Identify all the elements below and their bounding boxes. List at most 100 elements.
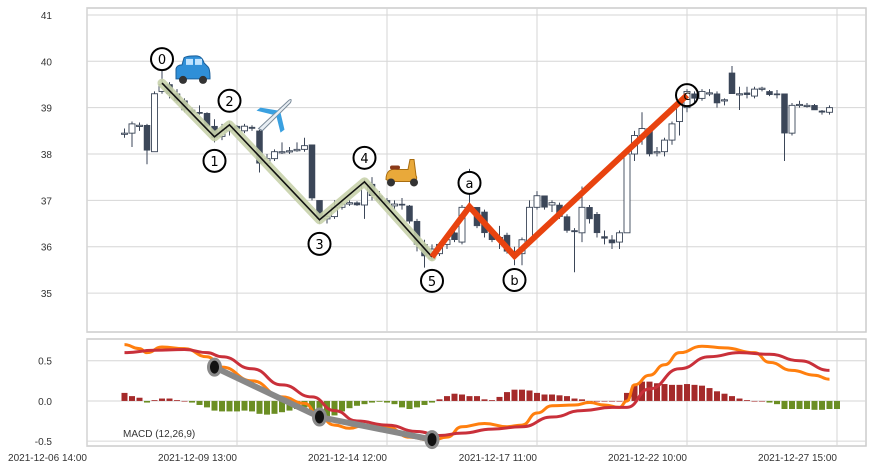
macd-histogram-bar	[466, 396, 473, 401]
macd-histogram-bar	[271, 400, 278, 414]
wave-label-text: 4	[360, 152, 368, 167]
candle-body	[541, 195, 548, 208]
candle	[736, 86, 743, 110]
macd-histogram-bar	[406, 400, 413, 409]
macd-histogram-bar	[774, 400, 780, 405]
macd-histogram-bar	[556, 395, 563, 401]
macd-histogram-bar	[459, 394, 465, 401]
candle	[301, 137, 308, 152]
macd-histogram-bar	[631, 384, 638, 401]
macd-histogram-bar	[519, 389, 525, 401]
macd-histogram-bar	[811, 400, 818, 410]
macd-line	[124, 343, 830, 442]
wave-label-circle	[150, 47, 174, 72]
macd-histogram-bar	[241, 400, 248, 411]
candle-body	[751, 88, 758, 97]
candle	[601, 230, 608, 245]
macd-histogram-bar	[594, 400, 600, 402]
candle	[668, 121, 676, 145]
candle-body	[743, 92, 751, 95]
macd-histogram-bar	[451, 393, 458, 401]
macd-histogram-bar	[421, 400, 428, 405]
macd-histogram-bar	[796, 400, 803, 409]
candle	[661, 137, 668, 157]
macd-y-tick-label: -0.5	[35, 437, 53, 448]
macd-legend-label: MACD (12,26,9)	[123, 429, 195, 440]
scooter-seat	[390, 165, 400, 170]
macd-histogram-bar	[331, 400, 338, 416]
macd-histogram-bar	[354, 400, 360, 406]
candle	[293, 142, 301, 152]
candle	[616, 230, 623, 250]
candle-body	[121, 132, 128, 135]
price-y-tick-label: 36	[41, 243, 53, 254]
candle	[308, 144, 316, 201]
candle	[541, 195, 548, 210]
macd-histogram-bar	[504, 392, 510, 401]
candle-body	[406, 205, 413, 222]
macd-histogram-bar	[444, 396, 450, 401]
macd-histogram-bar	[609, 400, 615, 402]
candle-body	[706, 92, 713, 95]
macd-histogram-bar	[361, 400, 368, 405]
candle-body	[301, 145, 308, 150]
macd-histogram-bar	[151, 400, 158, 401]
macd-histogram-bar	[766, 400, 773, 403]
car-icon	[175, 55, 211, 84]
candle	[248, 125, 256, 131]
candle	[818, 109, 826, 115]
scooter-wheel	[387, 178, 395, 187]
divergence-marker	[312, 407, 327, 427]
x-tick-label: 2021-12-06 14:00	[8, 453, 87, 464]
macd-histogram-bar	[204, 400, 210, 408]
wave-label-3: 3	[307, 231, 332, 256]
wave-label-4: 4	[352, 145, 377, 170]
candle	[751, 86, 758, 99]
wave-label-circle	[502, 267, 527, 292]
macd-histogram-bar	[571, 398, 578, 401]
price-y-tick-label: 39	[41, 104, 53, 115]
macd-histogram-bar	[384, 400, 390, 403]
candle-body	[691, 93, 698, 99]
macd-histogram-bar	[721, 393, 728, 401]
macd-histogram-bar	[826, 400, 833, 409]
candle-body	[391, 203, 398, 207]
candle-body	[608, 239, 616, 244]
signal-line	[124, 347, 830, 438]
macd-histogram-bar	[714, 391, 720, 401]
macd-histogram-bar	[166, 398, 173, 401]
price-y-tick-label: 37	[41, 196, 53, 207]
wave-label-circle	[352, 145, 377, 170]
impulse-wave-line	[161, 82, 433, 258]
candle	[788, 103, 796, 136]
candle	[586, 204, 593, 224]
candle-body	[271, 151, 278, 160]
wave-label-circle	[675, 83, 699, 108]
macd-histogram-bar	[804, 400, 810, 409]
macd-histogram-bar	[759, 400, 765, 402]
macd-histogram-bar	[654, 383, 660, 401]
wave-label-circle	[202, 148, 227, 173]
macd-histogram-bar	[541, 394, 548, 401]
candle-body	[653, 151, 661, 154]
wave-label-2: 2	[217, 88, 242, 113]
macd-histogram-bar	[264, 400, 270, 415]
candle	[451, 230, 458, 243]
macd-histogram-bar	[436, 399, 443, 401]
macd-histogram-bar	[196, 400, 203, 405]
candle-body	[241, 125, 248, 132]
car-window	[195, 58, 202, 65]
candle	[571, 228, 578, 273]
candle	[803, 103, 811, 108]
price-y-tick-label: 35	[41, 289, 53, 300]
candle	[721, 98, 728, 106]
candle-body	[773, 93, 781, 96]
car-wheel	[199, 75, 207, 84]
candle-body	[346, 202, 353, 205]
x-tick-label: 2021-12-22 10:00	[608, 453, 687, 464]
macd-histogram-bar	[534, 392, 540, 401]
candle	[278, 142, 286, 155]
candle	[796, 100, 803, 108]
wave-label-a: a	[457, 170, 482, 195]
